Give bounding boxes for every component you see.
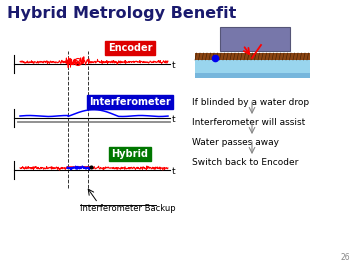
Text: t: t: [172, 114, 176, 123]
Text: Water passes away: Water passes away: [192, 138, 279, 147]
Text: Hybrid: Hybrid: [111, 149, 148, 159]
Text: Interferometer Backup: Interferometer Backup: [80, 204, 176, 213]
Text: 26: 26: [340, 253, 350, 262]
Bar: [195, 73, 310, 78]
Text: Switch back to Encoder: Switch back to Encoder: [192, 158, 298, 167]
Text: Interferometer: Interferometer: [89, 97, 171, 107]
Bar: [220, 27, 290, 51]
Text: t: t: [172, 167, 176, 176]
Bar: [195, 60, 310, 78]
Text: Encoder: Encoder: [108, 43, 152, 53]
Text: If blinded by a water drop: If blinded by a water drop: [192, 98, 309, 107]
Text: Interferometer will assist: Interferometer will assist: [192, 118, 305, 127]
Text: t: t: [172, 60, 176, 69]
Text: Hybrid Metrology Benefit: Hybrid Metrology Benefit: [7, 6, 236, 21]
Bar: [195, 53, 310, 60]
